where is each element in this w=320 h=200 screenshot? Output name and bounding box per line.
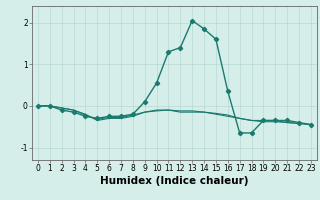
X-axis label: Humidex (Indice chaleur): Humidex (Indice chaleur) bbox=[100, 176, 249, 186]
